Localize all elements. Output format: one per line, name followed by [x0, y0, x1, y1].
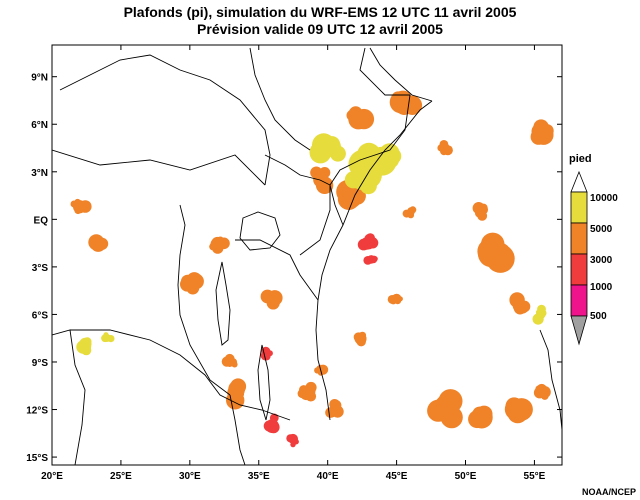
latitude-axis: 9°N 6°N 3°N EQ 3°S 6°S 9°S 12°S 15°S [26, 73, 562, 464]
ceiling-patch-mid [358, 335, 367, 344]
ceiling-patch-mid [90, 236, 106, 252]
ceiling-patch-mid [74, 198, 81, 206]
ceiling-patch-low [268, 421, 278, 431]
lat-tick-label: 9°S [32, 358, 49, 369]
ceiling-patch-high [359, 177, 377, 195]
ceiling-patch-high [83, 337, 92, 346]
legend-swatch-1000 [570, 284, 588, 317]
border-south-sudan [59, 54, 271, 186]
coastline-somalia [315, 100, 433, 421]
ceiling-patch-high [535, 310, 545, 320]
map-title-line-2: Prévision valide 09 UTC 12 avril 2005 [197, 21, 443, 37]
legend-swatch-5000 [570, 222, 588, 255]
ceiling-patch-low [292, 437, 298, 443]
lat-tick-label: 9°N [31, 73, 48, 84]
lat-tick-label: 3°N [31, 168, 48, 179]
ceiling-patch-mid [330, 401, 336, 407]
ceiling-patch-mid [79, 201, 88, 210]
lon-tick-label: 50°E [455, 471, 477, 482]
ceiling-patch-mid [536, 389, 544, 397]
ceiling-patch-mid [299, 385, 309, 395]
ceiling-patch-mid [397, 296, 403, 302]
ceiling-patch-mid [391, 91, 406, 106]
ceiling-patch-mid [442, 145, 453, 156]
lat-tick-label: 3°S [32, 263, 49, 274]
border-kenya-uganda [264, 154, 331, 256]
credit-label: NOAA/NCEP [581, 487, 636, 497]
legend-label-500: 500 [590, 311, 607, 322]
ceiling-patch-mid [504, 398, 527, 421]
map-frame [51, 44, 563, 466]
border-zambia [70, 329, 291, 421]
map-title-line-1: Plafonds (pi), simulation du WRF-EMS 12 … [123, 4, 517, 20]
map-boundaries [52, 47, 562, 465]
ceiling-patch-mid [440, 406, 463, 429]
ceiling-patch-mid [267, 290, 283, 306]
ceiling-patch-mid [477, 211, 488, 221]
legend-label-1000: 1000 [590, 282, 613, 293]
ceiling-patch-mid [533, 125, 554, 145]
ceiling-patch-mid [333, 406, 340, 413]
lat-tick-label: 6°N [31, 120, 48, 131]
ceiling-patch-mid [348, 106, 363, 120]
ceiling-patch-mid [227, 359, 235, 367]
lon-tick-label: 45°E [386, 471, 408, 482]
lake-victoria [239, 211, 281, 251]
lon-tick-label: 20°E [41, 471, 63, 482]
lat-tick-label: 12°S [26, 406, 48, 417]
lon-tick-label: 40°E [317, 471, 339, 482]
ceiling-patch-mid [476, 203, 485, 212]
border-ethiopia-somalia [329, 47, 411, 226]
ceiling-patch-high [386, 149, 397, 160]
lat-tick-label: 6°S [32, 310, 49, 321]
ceiling-legend: pied 10000 5000 3000 1000 500 [569, 153, 618, 346]
lake-malawi [257, 344, 271, 421]
ceiling-patch-mid [231, 384, 241, 394]
border-mozambique [229, 394, 246, 465]
legend-label-3000: 3000 [590, 255, 613, 266]
lat-tick-label: 15°S [26, 453, 48, 464]
ceiling-patch-high [107, 335, 115, 343]
ceiling-patch-mid [470, 406, 493, 429]
legend-swatch-3000 [570, 253, 588, 286]
gulf-of-aden-coast [369, 47, 433, 102]
ceiling-patch-mid [217, 236, 224, 244]
lon-tick-label: 55°E [524, 471, 546, 482]
ceiling-patch-mid [187, 279, 199, 291]
border-tanzania [235, 239, 319, 301]
ceiling-patch-low [364, 234, 374, 244]
longitude-axis: 20°E 25°E 30°E 35°E 40°E 45°E 50°E 55°E [41, 45, 546, 482]
border-angola [52, 329, 86, 465]
lon-tick-label: 35°E [248, 471, 270, 482]
ceiling-patch-low [260, 350, 271, 361]
ceiling-patch-high [103, 332, 109, 338]
madagascar-north [539, 329, 562, 431]
lake-tanganyika [215, 261, 231, 346]
ceiling-patch-high [344, 171, 362, 189]
ceiling-patch-low [366, 255, 376, 264]
legend-arrow-bottom [570, 315, 588, 346]
border-drc-east [177, 204, 231, 396]
legend-label-10000: 10000 [590, 193, 618, 204]
ceiling-patch-mid [477, 238, 503, 264]
legend-title: pied [569, 153, 592, 165]
border-sudan-ethiopia [249, 47, 311, 151]
ceiling-patch-mid [509, 292, 525, 308]
ceiling-patch-mid [407, 208, 413, 215]
ceiling-patch-high [322, 137, 341, 157]
legend-arrow-top [570, 170, 588, 193]
ceiling-patches [70, 90, 554, 448]
legend-label-5000: 5000 [590, 224, 613, 235]
lon-tick-label: 25°E [110, 471, 132, 482]
lon-tick-label: 30°E [179, 471, 201, 482]
border-car-drc [52, 149, 266, 186]
legend-swatch-10000 [570, 191, 588, 224]
lat-tick-label: EQ [34, 215, 49, 226]
